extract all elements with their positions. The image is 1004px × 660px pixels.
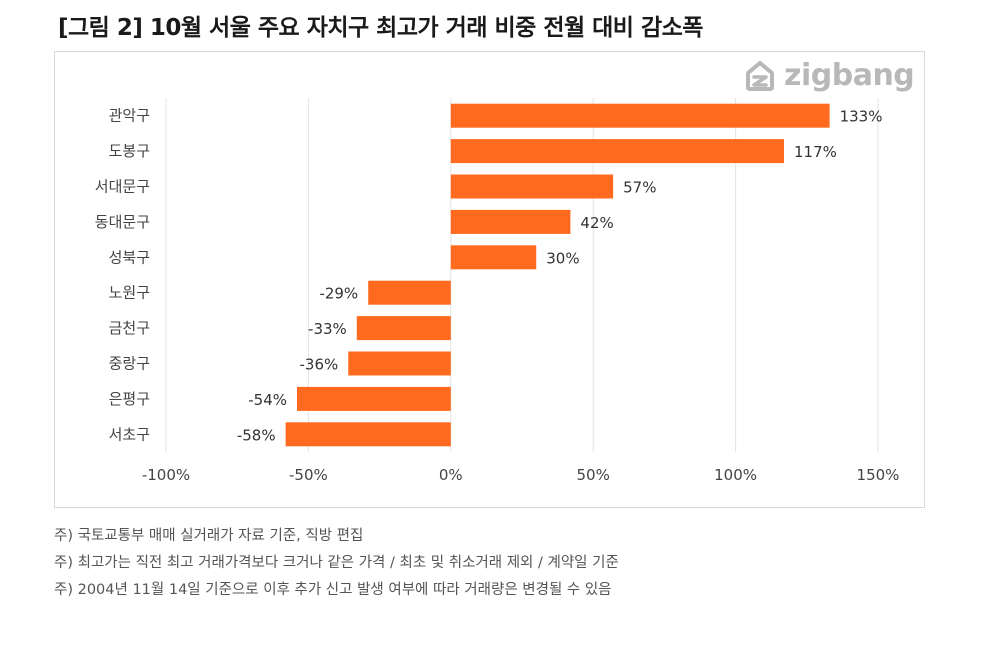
value-label: 42%	[580, 214, 613, 232]
footnotes: 주) 국토교통부 매매 실거래가 자료 기준, 직방 편집 주) 최고가는 직전…	[54, 526, 619, 607]
bar	[450, 209, 571, 234]
x-tick-label: -100%	[142, 466, 190, 484]
x-tick-label: 150%	[857, 466, 900, 484]
value-label: 30%	[546, 249, 579, 267]
category-label: 동대문구	[95, 213, 150, 231]
bar	[297, 386, 451, 411]
category-label: 도봉구	[109, 142, 150, 160]
page-title: [그림 2] 10월 서울 주요 자치구 최고가 거래 비중 전월 대비 감소폭	[58, 15, 703, 41]
category-label: 서초구	[109, 425, 150, 443]
value-label: 117%	[794, 143, 837, 161]
category-label: 관악구	[109, 107, 150, 125]
value-label: -33%	[308, 320, 347, 338]
category-label: 은평구	[109, 390, 150, 408]
zigbang-house-icon	[746, 60, 774, 91]
category-label: 노원구	[109, 284, 150, 302]
value-label: -29%	[319, 285, 358, 303]
logo-text: zigbang	[784, 58, 915, 93]
bar	[368, 280, 451, 305]
value-label: 133%	[840, 108, 883, 126]
category-label: 중랑구	[109, 355, 150, 373]
bar	[450, 174, 614, 199]
footnote: 주) 국토교통부 매매 실거래가 자료 기준, 직방 편집	[54, 528, 364, 544]
footnote: 주) 최고가는 직전 최고 거래가격보다 크거나 같은 가격 / 최초 및 취소…	[54, 555, 619, 571]
x-tick-labels: -100% -50% 0% 50% 100% 150%	[142, 466, 900, 484]
value-label: 57%	[623, 179, 656, 197]
bar	[450, 139, 785, 164]
x-tick-label: 0%	[439, 466, 463, 484]
x-tick-label: 50%	[577, 466, 610, 484]
bar	[356, 316, 451, 341]
footnote: 주) 2004년 11월 14일 기준으로 이후 추가 신고 발생 여부에 따라…	[54, 582, 612, 598]
bar	[348, 351, 451, 376]
chart-frame	[54, 51, 925, 508]
bar	[450, 245, 537, 270]
category-label: 금천구	[109, 319, 150, 337]
zigbang-logo: zigbang	[742, 58, 915, 93]
value-label: -54%	[248, 391, 287, 409]
value-labels: 133%117% 57% 42%30% -29% -33% -36% -54% -58%	[237, 108, 883, 445]
chart-bars	[285, 103, 830, 447]
category-label: 서대문구	[95, 178, 150, 196]
x-tick-label: -50%	[289, 466, 328, 484]
value-label: -36%	[300, 356, 339, 374]
category-label: 성북구	[109, 248, 150, 266]
value-label: -58%	[237, 426, 276, 444]
x-tick-label: 100%	[714, 466, 757, 484]
bar	[285, 422, 451, 447]
bar	[450, 103, 830, 128]
